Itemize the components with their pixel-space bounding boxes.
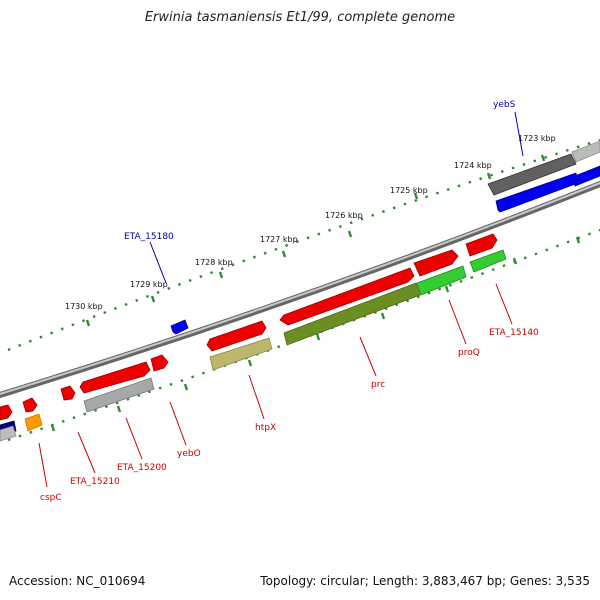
- accession-info: Accession: NC_010694: [9, 574, 145, 588]
- gene-edge-feature[interactable]: [0, 404, 13, 421]
- leader-line: [248, 374, 265, 420]
- gene-yebO-feature[interactable]: [150, 354, 169, 372]
- gene-ETA_15210-feature[interactable]: [60, 385, 76, 401]
- tick-mark: [116, 405, 122, 413]
- gene-label-cspC[interactable]: cspC: [40, 493, 62, 503]
- tick-mark: [150, 295, 156, 303]
- cog-gray-feature[interactable]: [0, 425, 17, 442]
- gene-label-ETA_15210[interactable]: ETA_15210: [70, 477, 120, 487]
- map-title: Erwinia tasmaniensis Et1/99, complete ge…: [144, 10, 456, 25]
- genes-label: Genes:: [509, 574, 552, 588]
- tick-mark: [183, 383, 189, 391]
- tick-mark: [281, 250, 287, 258]
- tick-label: 1725 kbp: [390, 186, 428, 195]
- leader-line: [77, 431, 96, 474]
- tick-mark: [50, 424, 56, 432]
- length-value: 3,883,467 bp: [421, 574, 502, 588]
- cog-gray-feature[interactable]: [83, 377, 155, 413]
- leader-line: [359, 336, 377, 377]
- cog-gray-feature[interactable]: [571, 140, 600, 163]
- cog-category-track: [0, 249, 507, 442]
- tick-mark: [315, 333, 321, 341]
- cog-orange-feature[interactable]: [24, 413, 43, 432]
- gene-label-ETA_15180[interactable]: ETA_15180: [124, 232, 174, 242]
- tick-mark: [486, 172, 492, 180]
- label-leaders: [38, 111, 524, 488]
- gene-blue-feature[interactable]: [495, 172, 579, 213]
- cog-khaki-feature[interactable]: [209, 337, 273, 371]
- genome-stats: Topology: circular; Length: 3,883,467 bp…: [260, 574, 590, 588]
- gene-label-proQ[interactable]: proQ: [458, 348, 480, 358]
- gene-cspC-feature[interactable]: [22, 397, 38, 413]
- accession-label: Accession:: [9, 574, 73, 588]
- tick-mark: [218, 271, 224, 279]
- leader-line: [514, 111, 524, 157]
- tick-label: 1729 kbp: [130, 280, 168, 289]
- topology-value: circular: [320, 574, 365, 588]
- tick-mark: [444, 285, 450, 293]
- tick-label: 1730 kbp: [65, 302, 103, 311]
- leader-line: [38, 442, 48, 488]
- tick-mark: [380, 312, 386, 320]
- gene-proQ-feature[interactable]: [413, 249, 459, 277]
- length-label: Length:: [372, 574, 419, 588]
- gene-label-yebS[interactable]: yebS: [493, 100, 516, 110]
- separator: ;: [364, 574, 369, 588]
- separator: ;: [501, 574, 507, 588]
- tick-mark: [247, 359, 253, 367]
- tick-mark: [575, 236, 581, 244]
- tick-mark: [347, 230, 353, 238]
- leader-line: [169, 401, 187, 446]
- leader-line: [149, 241, 167, 284]
- reverse-strand-track: [0, 140, 600, 437]
- leader-line: [125, 417, 143, 460]
- gene-ETA_15140-feature[interactable]: [465, 233, 498, 257]
- genes-value: 3,535: [555, 574, 590, 588]
- gene-label-htpX[interactable]: htpX: [255, 423, 276, 433]
- tick-label: 1726 kbp: [325, 211, 363, 220]
- tick-mark: [413, 192, 419, 200]
- accession-value: NC_010694: [76, 574, 146, 588]
- tick-mark: [85, 319, 91, 327]
- gene-labels: yebS ETA_15180 ETA_15140 proQ prc htpX y…: [40, 100, 539, 503]
- cog-dark-gray-feature[interactable]: [487, 153, 577, 196]
- tick-mark: [540, 154, 546, 162]
- tick-label: 1727 kbp: [260, 235, 298, 244]
- tick-label: 1724 kbp: [454, 161, 492, 170]
- inner-major-ticks: [50, 236, 581, 432]
- gene-ETA_15200-feature[interactable]: [79, 361, 151, 394]
- gene-label-ETA_15140[interactable]: ETA_15140: [489, 328, 539, 338]
- gene-label-yebO[interactable]: yebO: [177, 449, 201, 459]
- gene-ETA_15180-feature[interactable]: [170, 319, 189, 335]
- tick-mark: [512, 257, 518, 265]
- gene-htpX-feature[interactable]: [206, 320, 267, 352]
- cog-green-feature[interactable]: [416, 265, 467, 296]
- tick-label: 1723 kbp: [518, 134, 556, 143]
- tick-label: 1728 kbp: [195, 258, 233, 267]
- backbone-ring-highlight: [0, 181, 600, 395]
- scale-labels: 1723 kbp 1724 kbp 1725 kbp 1726 kbp 1727…: [65, 134, 556, 311]
- gene-prc-feature[interactable]: [279, 267, 415, 326]
- leader-line: [448, 299, 467, 345]
- gene-label-ETA_15200[interactable]: ETA_15200: [117, 463, 167, 473]
- topology-label: Topology:: [260, 574, 317, 588]
- outer-major-ticks: [85, 154, 546, 327]
- inner-ruler-dots: [7, 228, 600, 442]
- cog-green-feature[interactable]: [469, 249, 507, 273]
- gene-label-prc[interactable]: prc: [371, 380, 385, 390]
- cog-olive-feature[interactable]: [283, 282, 421, 346]
- leader-line: [495, 283, 513, 325]
- forward-strand-track: [0, 233, 498, 421]
